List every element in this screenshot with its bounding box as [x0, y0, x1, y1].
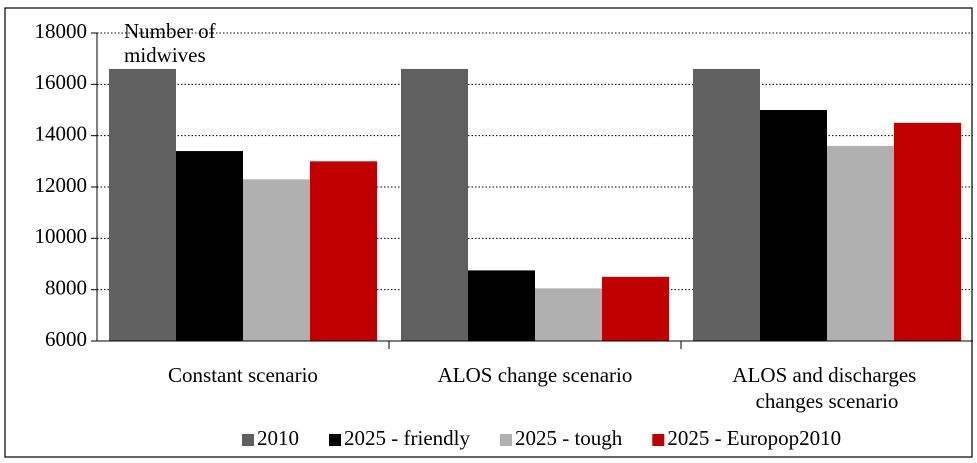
legend-label: 2025 - friendly [344, 426, 470, 450]
bar [401, 68, 468, 341]
bar [109, 68, 176, 341]
x-tick-label: ALOS change scenario [438, 363, 633, 387]
legend-label: 2025 - Europop2010 [667, 426, 841, 450]
legend-swatch [499, 434, 512, 446]
bar [243, 179, 310, 341]
bar [535, 288, 602, 341]
legend-swatch [652, 434, 665, 446]
y-tick-label: 8000 [45, 275, 87, 299]
bar [760, 110, 827, 341]
legend-swatch [329, 434, 341, 446]
y-tick-label: 6000 [45, 327, 87, 351]
legend-label: 2025 - tough [515, 426, 623, 450]
y-tick-label: 14000 [35, 121, 88, 145]
x-tick-label: Constant scenario [168, 363, 318, 387]
bar [894, 122, 961, 341]
y-tick-label: 12000 [35, 173, 88, 197]
y-tick-label: 16000 [35, 70, 88, 94]
bar [827, 145, 894, 341]
bar [176, 151, 243, 341]
frame [4, 7, 973, 458]
legend-swatch [242, 434, 254, 446]
bar [468, 270, 535, 341]
y-tick-label: 10000 [35, 224, 88, 248]
bar [602, 276, 669, 341]
bar [693, 68, 760, 341]
bar [310, 161, 377, 341]
y-axis-label: Number of midwives [124, 19, 221, 67]
legend-label: 2010 [257, 426, 299, 450]
y-tick-label: 18000 [35, 19, 88, 43]
x-tick-label: ALOS and discharges changes scenario [732, 363, 921, 413]
